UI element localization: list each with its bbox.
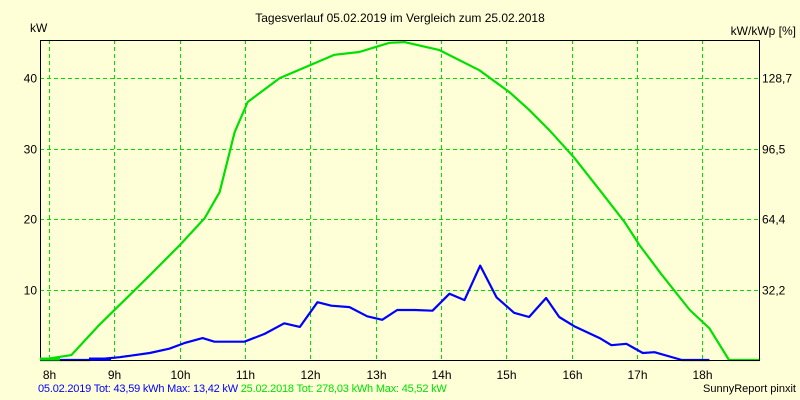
x-tick-label: 13h — [366, 368, 386, 382]
series-group — [39, 40, 759, 362]
x-tick-label: 17h — [627, 368, 647, 382]
x-tick-labels: 8h 9h 10h 11h 12h 13h 14h 15h 16h 17h 18h — [43, 368, 713, 382]
y-tick-label: 40 — [24, 72, 38, 86]
x-tick-label: 12h — [300, 368, 320, 382]
y-tick-labels: 10 20 30 40 — [24, 72, 38, 298]
y-tick-label: 20 — [24, 213, 38, 227]
series-line-2 — [39, 40, 759, 362]
grid — [40, 40, 759, 360]
y-tick-label: 10 — [24, 284, 38, 298]
axes — [40, 40, 760, 361]
x-tick-label: 8h — [43, 368, 56, 382]
legend-series-1: 05.02.2019 Tot: 43,59 kWh Max: 13,42 kW — [38, 383, 238, 395]
x-tick-label: 9h — [108, 368, 121, 382]
y2-tick-label: 32,2 — [762, 284, 786, 298]
series-line-1 — [40, 264, 710, 362]
x-tick-label: 15h — [496, 368, 516, 382]
credit: SunnyReport pinxit — [703, 383, 796, 395]
y-tick-label: 30 — [24, 143, 38, 157]
y2-axis-label: kW/kWp [%] — [731, 24, 796, 38]
y2-tick-label: 96,5 — [762, 143, 786, 157]
x-tick-label: 16h — [562, 368, 582, 382]
y2-tick-label: 64,4 — [762, 213, 786, 227]
y-axis-label: kW — [30, 21, 48, 35]
y2-tick-label: 128,7 — [762, 72, 792, 86]
y2-tick-labels: 32,2 64,4 96,5 128,7 — [762, 72, 792, 298]
chart-title: Tagesverlauf 05.02.2019 im Vergleich zum… — [255, 11, 545, 25]
legend-series-2: 25.02.2018 Tot: 278,03 kWh Max: 45,52 kW — [240, 383, 447, 395]
legend: 05.02.2019 Tot: 43,59 kWh Max: 13,42 kW … — [38, 383, 447, 395]
plot-frame — [40, 40, 760, 361]
x-tick-label: 10h — [170, 368, 190, 382]
x-tick-label: 14h — [431, 368, 451, 382]
x-tick-label: 11h — [236, 368, 255, 382]
x-tick-label: 18h — [692, 368, 712, 382]
